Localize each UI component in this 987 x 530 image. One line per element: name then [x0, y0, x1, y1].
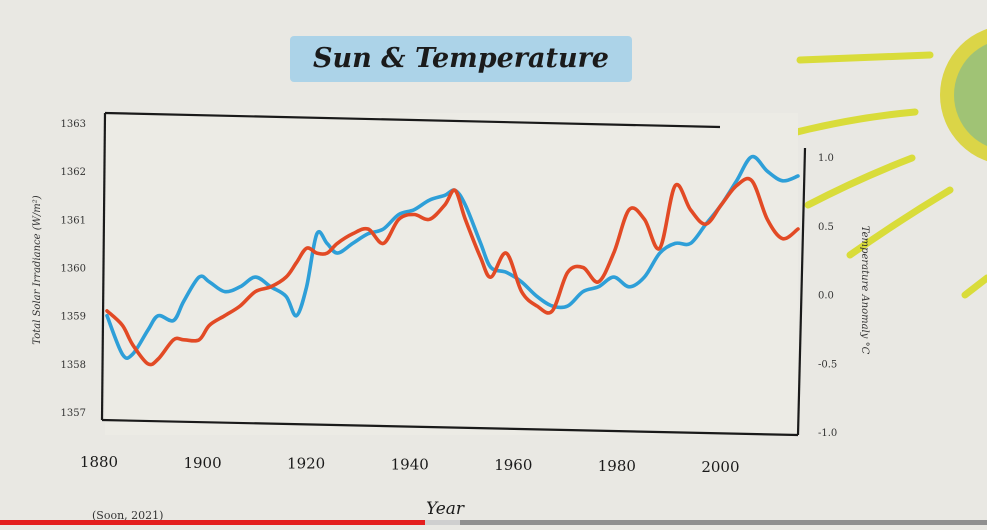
series-line-2 — [105, 176, 800, 367]
sun-icon — [781, 28, 987, 299]
y-tick-left-label: 1359 — [61, 312, 86, 323]
x-tick-label: 1980 — [598, 457, 636, 475]
y-tick-left-label: 1363 — [61, 119, 86, 130]
video-buffer-bar — [425, 520, 460, 525]
y-tick-right-label: 0.5 — [818, 222, 834, 233]
source-note: (Soon, 2021) — [92, 509, 163, 522]
series-line-1 — [105, 154, 800, 360]
video-progress-bar[interactable] — [0, 520, 987, 525]
y-axis-label-left: Total Solar Irradiance (W/m²) — [32, 195, 43, 344]
title-highlight — [290, 36, 632, 82]
y-tick-left-label: 1361 — [61, 215, 86, 226]
y-tick-left-label: 1360 — [61, 264, 86, 275]
plot-left-border — [100, 112, 107, 421]
plot-bottom-border — [101, 418, 799, 437]
x-axis-label: Year — [426, 499, 465, 519]
x-tick-label: 1940 — [391, 455, 429, 473]
x-tick-label: 1920 — [287, 455, 325, 473]
y-axis-label-right: Temperature Anomaly °C — [859, 226, 870, 355]
y-tick-right-label: 1.0 — [818, 153, 834, 164]
y-tick-left-label: 1362 — [61, 167, 86, 178]
y-tick-right-label: -0.5 — [818, 359, 837, 370]
y-tick-right-label: 0.0 — [818, 291, 834, 302]
chart-title: Sun & Temperature — [313, 43, 609, 74]
y-tick-left-label: 1358 — [61, 360, 86, 371]
x-tick-label: 1900 — [183, 454, 221, 472]
x-tick-label: 2000 — [701, 458, 739, 476]
video-played-bar — [0, 520, 425, 525]
plot-area — [105, 113, 798, 435]
y-tick-right-label: -1.0 — [818, 428, 837, 439]
x-tick-label: 1880 — [80, 453, 118, 471]
plot-top-border — [104, 111, 721, 129]
y-tick-left-label: 1357 — [61, 408, 86, 419]
x-tick-label: 1960 — [494, 456, 532, 474]
plot-right-border — [796, 147, 807, 436]
